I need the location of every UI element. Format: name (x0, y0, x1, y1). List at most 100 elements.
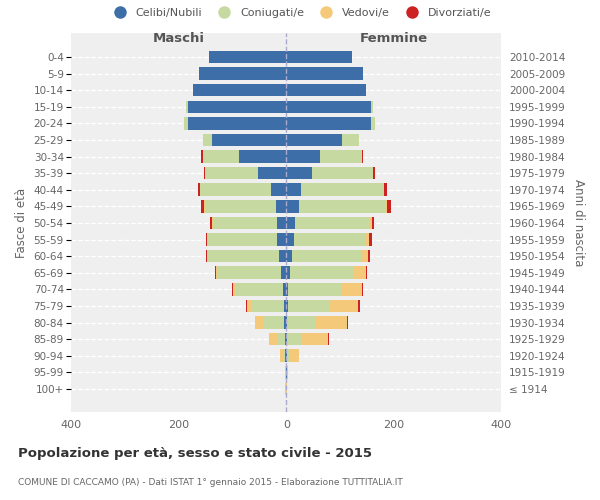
Bar (200, 184, 271, 196)
Bar (286, 150, 320, 162)
Bar (294, 234, 365, 245)
Bar (198, 184, 200, 196)
Bar (202, 150, 203, 162)
Bar (203, 134, 212, 146)
Bar (209, 50, 286, 63)
Bar (203, 200, 205, 212)
Bar (210, 216, 212, 229)
Bar (286, 250, 292, 262)
Bar (188, 100, 286, 113)
Bar (373, 167, 376, 179)
Bar (255, 316, 263, 328)
Bar (284, 316, 286, 328)
Bar (213, 216, 277, 229)
Text: Popolazione per età, sesso e stato civile - 2015: Popolazione per età, sesso e stato civil… (18, 448, 372, 460)
Bar (286, 117, 371, 130)
Bar (271, 184, 286, 196)
Bar (285, 350, 286, 362)
Bar (286, 68, 363, 80)
Bar (277, 333, 284, 345)
Bar (286, 266, 290, 279)
Bar (289, 283, 341, 296)
Bar (365, 234, 369, 245)
Bar (286, 134, 341, 146)
Bar (253, 300, 284, 312)
Bar (212, 216, 213, 229)
Bar (208, 250, 280, 262)
Bar (286, 100, 371, 113)
Bar (386, 200, 387, 212)
Bar (361, 250, 368, 262)
Bar (186, 100, 188, 113)
Bar (259, 167, 286, 179)
Bar (212, 134, 286, 146)
Bar (286, 300, 288, 312)
Bar (353, 266, 366, 279)
Bar (206, 167, 259, 179)
Bar (206, 250, 207, 262)
Bar (370, 216, 372, 229)
Bar (188, 117, 286, 130)
Bar (286, 50, 352, 63)
Bar (233, 283, 235, 296)
Bar (295, 216, 370, 229)
Bar (263, 316, 284, 328)
Text: Maschi: Maschi (153, 32, 205, 46)
Bar (239, 150, 286, 162)
Bar (199, 68, 286, 80)
Bar (216, 266, 218, 279)
Bar (287, 316, 316, 328)
Bar (215, 266, 216, 279)
Bar (341, 134, 359, 146)
Bar (286, 283, 289, 296)
Bar (366, 266, 367, 279)
Bar (368, 250, 370, 262)
Bar (277, 216, 286, 229)
Bar (299, 200, 386, 212)
Bar (206, 234, 208, 245)
Bar (316, 316, 347, 328)
Bar (203, 167, 205, 179)
Bar (330, 300, 358, 312)
Bar (193, 84, 286, 96)
Bar (328, 333, 329, 345)
Bar (280, 350, 283, 362)
Bar (341, 283, 362, 296)
Bar (275, 200, 286, 212)
Bar (286, 333, 287, 345)
Bar (247, 300, 253, 312)
Bar (387, 200, 391, 212)
Bar (384, 184, 387, 196)
Bar (201, 200, 203, 212)
Bar (286, 234, 294, 245)
Bar (292, 250, 361, 262)
Text: Femmine: Femmine (359, 32, 428, 46)
Bar (287, 350, 289, 362)
Legend: Celibi/Nubili, Coniugati/e, Vedovi/e, Divorziati/e: Celibi/Nubili, Coniugati/e, Vedovi/e, Di… (104, 3, 496, 22)
Bar (277, 234, 286, 245)
Bar (287, 333, 302, 345)
Bar (283, 283, 286, 296)
Bar (208, 234, 277, 245)
Bar (184, 117, 188, 130)
Bar (301, 184, 383, 196)
Bar (372, 216, 374, 229)
Bar (320, 150, 362, 162)
Bar (312, 167, 373, 179)
Bar (232, 283, 233, 296)
Bar (286, 167, 312, 179)
Bar (358, 300, 361, 312)
Bar (246, 300, 247, 312)
Bar (283, 350, 285, 362)
Bar (383, 184, 384, 196)
Bar (371, 100, 373, 113)
Bar (289, 350, 299, 362)
Bar (203, 150, 239, 162)
Bar (284, 300, 286, 312)
Bar (288, 300, 330, 312)
Bar (281, 266, 286, 279)
Text: COMUNE DI CACCAMO (PA) - Dati ISTAT 1° gennaio 2015 - Elaborazione TUTTITALIA.IT: COMUNE DI CACCAMO (PA) - Dati ISTAT 1° g… (18, 478, 403, 487)
Bar (302, 333, 328, 345)
Bar (286, 216, 295, 229)
Bar (286, 200, 299, 212)
